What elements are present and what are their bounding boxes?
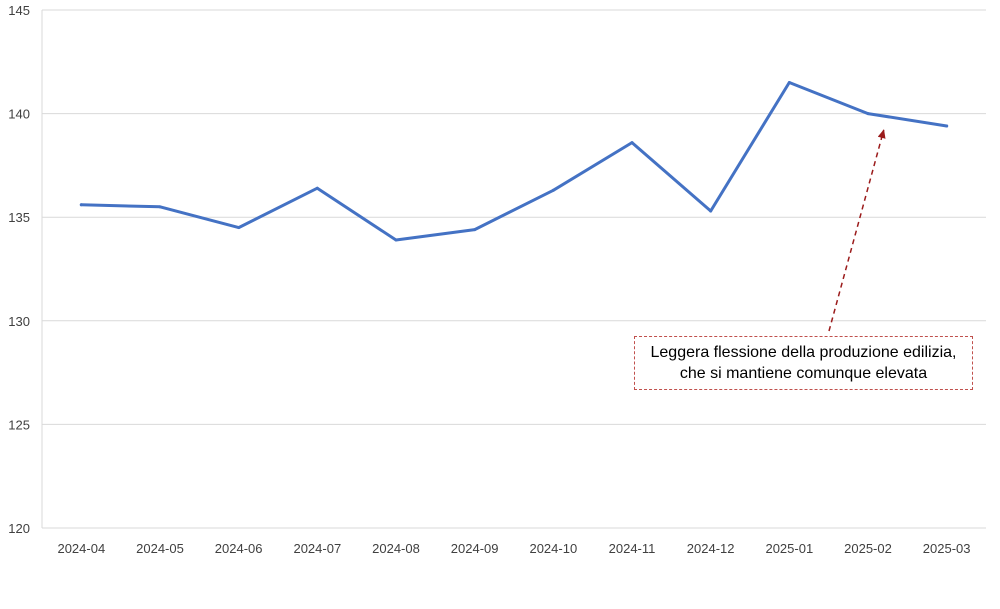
- data-point: [866, 112, 870, 116]
- x-tick-label: 2024-07: [293, 541, 341, 556]
- x-tick-labels: 2024-04 2024-05 2024-06 2024-07 2024-08 2024-…: [57, 541, 970, 556]
- x-tick-label: 2025-01: [765, 541, 813, 556]
- series-line-0: [79, 81, 949, 242]
- x-tick-label: 2024-09: [451, 541, 499, 556]
- data-point: [787, 81, 791, 85]
- x-tick-label: 2024-10: [529, 541, 577, 556]
- data-point: [551, 188, 555, 192]
- y-tick-label: 140: [8, 107, 30, 122]
- y-tick-label: 135: [8, 210, 30, 225]
- data-point: [709, 209, 713, 213]
- data-point: [394, 238, 398, 242]
- gridlines: [42, 9, 986, 529]
- data-point: [473, 228, 477, 232]
- y-tick-labels: 120 125 130 135 140 145: [8, 3, 30, 536]
- y-tick-label: 125: [8, 417, 30, 432]
- data-point: [79, 203, 83, 207]
- annotation-arrow: [828, 129, 886, 332]
- x-tick-label: 2025-02: [844, 541, 892, 556]
- data-point: [315, 186, 319, 190]
- annotation-box: Leggera flessione della produzione edili…: [634, 336, 973, 390]
- annotation-arrow-line: [828, 129, 886, 332]
- x-tick-label: 2024-11: [609, 541, 656, 556]
- y-tick-label: 120: [8, 521, 30, 536]
- x-tick-label: 2024-05: [136, 541, 184, 556]
- x-tick-label: 2024-04: [57, 541, 105, 556]
- data-point: [158, 205, 162, 209]
- series-layer: [79, 81, 949, 242]
- data-point: [237, 226, 241, 230]
- annotation-line-1: Leggera flessione della produzione edili…: [650, 344, 957, 361]
- y-tick-label: 145: [8, 3, 30, 18]
- annotation-line-2: che si mantiene comunque elevata: [679, 365, 928, 382]
- y-tick-label: 130: [8, 314, 30, 329]
- x-tick-label: 2025-03: [923, 541, 971, 556]
- axes: [41, 10, 986, 529]
- data-point: [945, 124, 949, 128]
- x-tick-label: 2024-12: [687, 541, 735, 556]
- x-tick-label: 2024-08: [372, 541, 420, 556]
- x-tick-label: 2024-06: [215, 541, 263, 556]
- data-point: [630, 141, 634, 145]
